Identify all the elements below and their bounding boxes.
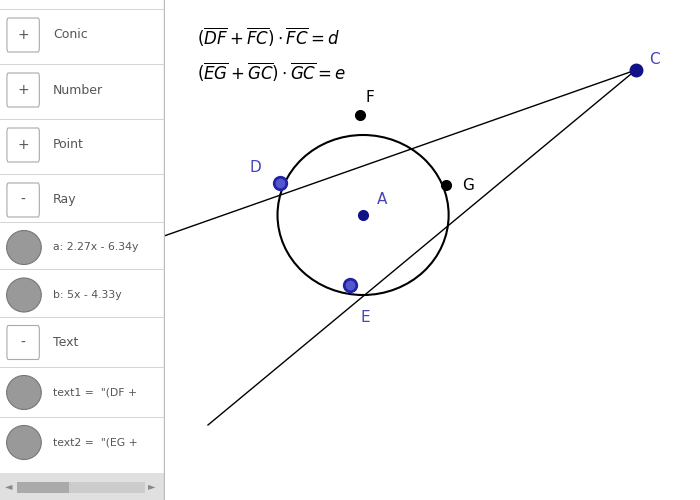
Text: $(\overline{EG} + \overline{GC}) \cdot \overline{GC} = e$: $(\overline{EG} + \overline{GC}) \cdot \… xyxy=(197,61,346,84)
Text: b: 5x - 4.33y: b: 5x - 4.33y xyxy=(53,290,122,300)
Text: ◄: ◄ xyxy=(4,482,12,492)
FancyBboxPatch shape xyxy=(7,326,39,360)
Text: Number: Number xyxy=(53,84,103,96)
Text: $(\overline{DF} + \overline{FC}) \cdot \overline{FC} = d$: $(\overline{DF} + \overline{FC}) \cdot \… xyxy=(197,26,340,49)
Text: G: G xyxy=(462,178,474,192)
Text: text2 =  "(EG +: text2 = "(EG + xyxy=(53,438,138,448)
Text: D: D xyxy=(250,160,262,175)
Text: C: C xyxy=(649,52,660,68)
Ellipse shape xyxy=(6,376,41,410)
Text: F: F xyxy=(365,90,375,105)
Ellipse shape xyxy=(6,426,41,460)
Text: A: A xyxy=(377,192,387,208)
Text: Conic: Conic xyxy=(53,28,88,42)
Bar xyxy=(17,482,69,493)
Text: +: + xyxy=(18,138,29,152)
Text: text1 =  "(DF +: text1 = "(DF + xyxy=(53,388,137,398)
Text: a: 2.27x - 6.34y: a: 2.27x - 6.34y xyxy=(53,242,138,252)
Text: Text: Text xyxy=(53,336,78,349)
FancyBboxPatch shape xyxy=(7,18,39,52)
Text: -: - xyxy=(21,193,26,207)
Text: ►: ► xyxy=(148,482,155,492)
FancyBboxPatch shape xyxy=(7,183,39,217)
Ellipse shape xyxy=(6,278,41,312)
Ellipse shape xyxy=(6,230,41,264)
Bar xyxy=(0,472,165,500)
Text: E: E xyxy=(360,310,370,325)
Text: Point: Point xyxy=(53,138,84,151)
Text: +: + xyxy=(18,83,29,97)
FancyBboxPatch shape xyxy=(7,128,39,162)
Bar xyxy=(17,482,146,493)
Text: -: - xyxy=(21,336,26,349)
FancyBboxPatch shape xyxy=(7,73,39,107)
Text: +: + xyxy=(18,28,29,42)
Text: Ray: Ray xyxy=(53,194,76,206)
